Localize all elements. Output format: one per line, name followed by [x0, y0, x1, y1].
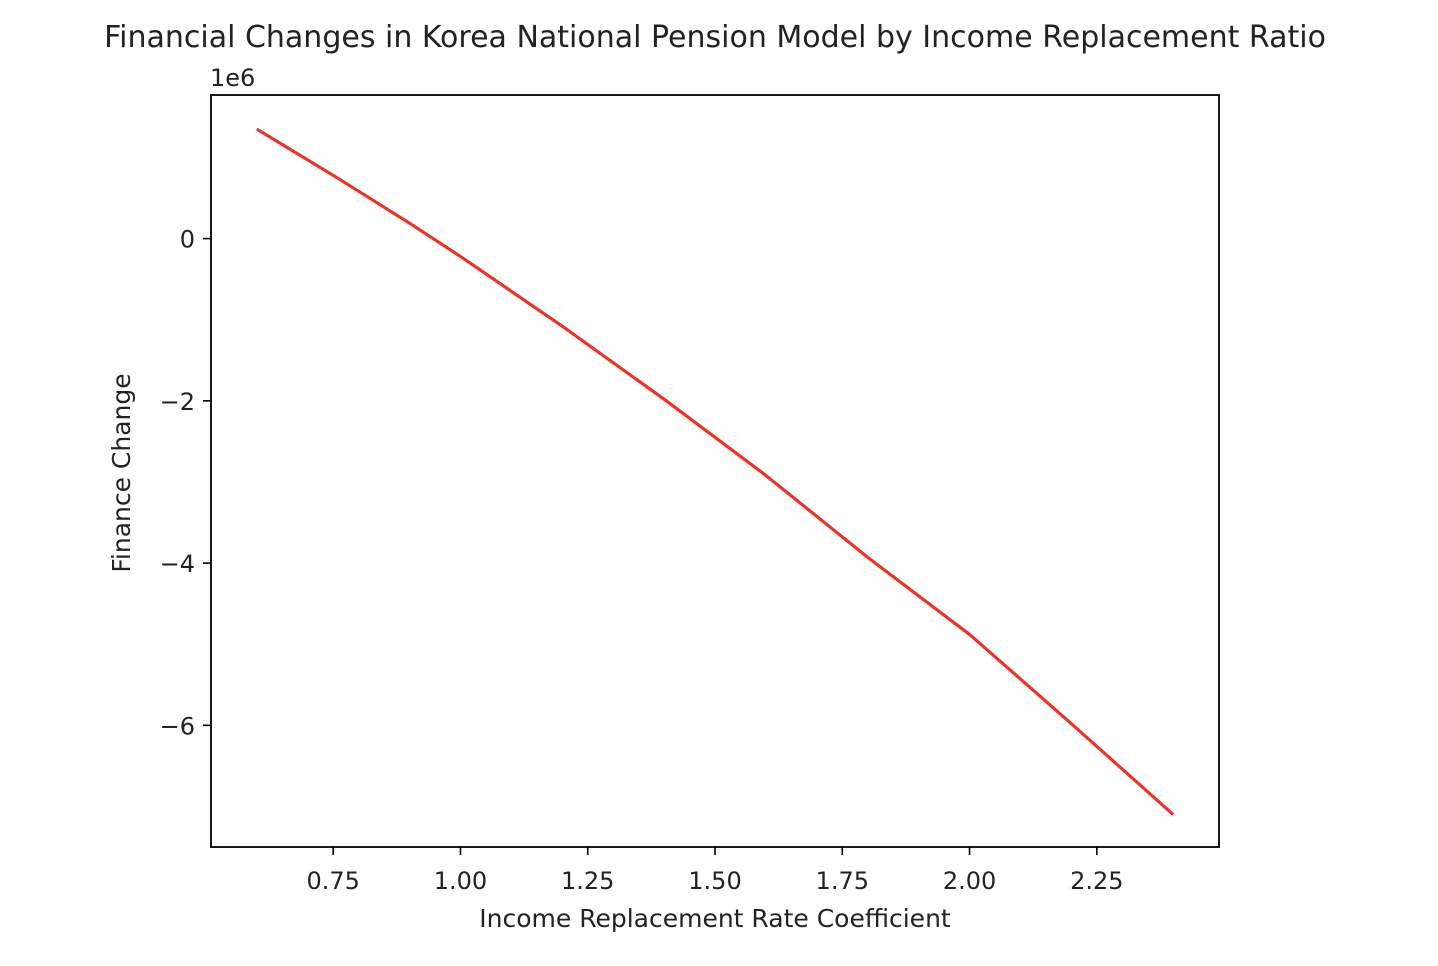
- x-tick-label: 1.75: [816, 867, 869, 895]
- axes-frame: [210, 94, 1220, 848]
- y-axis: 0 −2 −4 −6: [160, 226, 211, 740]
- x-tick-label: 1.50: [688, 867, 741, 895]
- y-tick-label: 0: [180, 226, 195, 254]
- x-tick-label: 1.25: [561, 867, 614, 895]
- x-tick-label: 1.00: [434, 867, 487, 895]
- x-tick-label: 0.75: [306, 867, 359, 895]
- y-axis-offset-label: 1e6: [210, 64, 255, 92]
- y-tick-label: −2: [160, 388, 195, 416]
- x-tick-label: 2.25: [1070, 867, 1123, 895]
- y-tick-label: −6: [160, 712, 195, 740]
- y-axis-label: Finance Change: [107, 373, 136, 572]
- y-tick-label: −4: [160, 550, 195, 578]
- x-axis: 0.75 1.00 1.25 1.50 1.75 2.00 2.25: [306, 847, 1124, 895]
- plot-area: [255, 127, 1175, 816]
- x-tick-label: 2.00: [943, 867, 996, 895]
- chart-title: Financial Changes in Korea National Pens…: [104, 20, 1326, 55]
- series-line-0: [255, 127, 1175, 816]
- x-axis-label: Income Replacement Rate Coefficient: [479, 904, 951, 933]
